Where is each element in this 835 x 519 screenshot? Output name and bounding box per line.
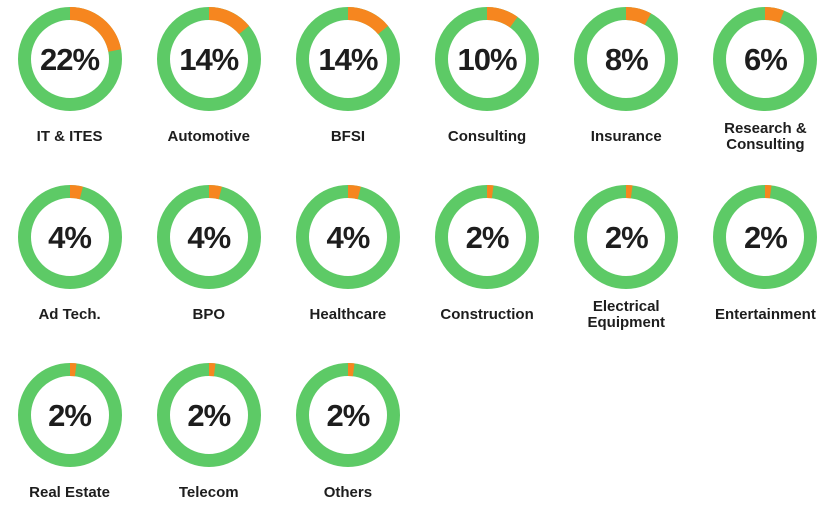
donut-svg xyxy=(295,185,400,289)
donut-cell: 14% Automotive xyxy=(139,0,278,178)
donut-cell: 2% Real Estate xyxy=(0,356,139,519)
donut-value: 22% xyxy=(40,41,100,77)
donut-value: 4% xyxy=(48,219,92,255)
donut-svg xyxy=(156,363,261,467)
donut-cell: 14% BFSI xyxy=(278,0,417,178)
donut-value: 2% xyxy=(187,397,231,433)
donut-cell: 4% Ad Tech. xyxy=(0,178,139,356)
donut-cell: 8% Insurance xyxy=(557,0,696,178)
donut-label: BPO xyxy=(192,305,225,323)
donut-chart: 10% xyxy=(435,7,540,111)
donut-row: 22% IT & ITES 14% Automotive 14% BFSI 10% Consu… xyxy=(0,0,835,178)
donut-cell: 2% Electrical Equipment xyxy=(557,178,696,356)
donut-segment-orange xyxy=(347,185,361,200)
donut-label: IT & ITES xyxy=(36,127,103,145)
donut-segment-orange xyxy=(69,7,121,53)
donut-chart: 2% xyxy=(574,185,679,289)
donut-value: 2% xyxy=(744,219,788,255)
donut-segment-orange xyxy=(347,7,388,35)
donut-cell: 22% IT & ITES xyxy=(0,0,139,178)
donut-svg xyxy=(17,363,122,467)
donut-chart: 4% xyxy=(295,185,400,289)
donut-segment-orange xyxy=(208,185,222,200)
donut-cell: 2% Entertainment xyxy=(696,178,835,356)
donut-chart: 4% xyxy=(156,185,261,289)
donut-chart: 14% xyxy=(295,7,400,111)
donut-svg xyxy=(17,185,122,289)
donut-svg xyxy=(574,7,679,111)
donut-label: Research & Consulting xyxy=(724,119,807,153)
donut-cell: 4% BPO xyxy=(139,178,278,356)
donut-value: 4% xyxy=(326,219,371,255)
donut-row: 2% Real Estate 2% Telecom 2% Others xyxy=(0,356,835,519)
donut-svg xyxy=(17,7,122,111)
donut-svg xyxy=(713,185,818,289)
donut-label: Entertainment xyxy=(714,305,816,323)
donut-svg xyxy=(295,363,400,467)
donut-value: 8% xyxy=(604,41,649,77)
donut-value: 14% xyxy=(179,41,239,77)
donut-chart: 2% xyxy=(435,185,540,289)
donut-value: 2% xyxy=(326,397,371,433)
donut-value: 6% xyxy=(744,41,788,77)
donut-chart: 2% xyxy=(295,363,400,467)
donut-chart: 4% xyxy=(17,185,122,289)
donut-segment-orange xyxy=(69,185,83,200)
donut-cell: 2% Others xyxy=(278,356,417,519)
donut-label: Ad Tech. xyxy=(38,305,101,323)
donut-value: 10% xyxy=(457,41,518,77)
donut-svg xyxy=(574,185,679,289)
donut-value: 2% xyxy=(465,219,510,255)
donut-label: BFSI xyxy=(330,127,365,145)
donut-segment-orange xyxy=(486,7,518,28)
donut-svg xyxy=(713,7,818,111)
donut-cell: 10% Consulting xyxy=(418,0,557,178)
donut-cell: 2% Construction xyxy=(418,178,557,356)
donut-segment-orange xyxy=(208,7,249,35)
donut-value: 4% xyxy=(187,219,231,255)
donut-value: 2% xyxy=(604,219,649,255)
donut-chart: 2% xyxy=(156,363,261,467)
donut-row: 4% Ad Tech. 4% BPO 4% Healthcare 2% Constructio… xyxy=(0,178,835,356)
donut-chart: 2% xyxy=(17,363,122,467)
donut-value: 2% xyxy=(48,397,92,433)
donut-chart: 6% xyxy=(713,7,818,111)
donut-chart: 2% xyxy=(713,185,818,289)
donut-cell: 6% Research & Consulting xyxy=(696,0,835,178)
donut-cell: 2% Telecom xyxy=(139,356,278,519)
donut-label: Real Estate xyxy=(29,483,111,501)
donut-value: 14% xyxy=(318,41,378,77)
donut-chart: 22% xyxy=(17,7,122,111)
donut-label: Others xyxy=(323,483,373,501)
donut-label: Automotive xyxy=(167,127,250,145)
donut-chart: 8% xyxy=(574,7,679,111)
donut-cell: 4% Healthcare xyxy=(278,178,417,356)
donut-svg xyxy=(295,7,400,111)
donut-svg xyxy=(435,185,540,289)
donut-label: Telecom xyxy=(178,483,239,501)
donut-chart: 14% xyxy=(156,7,261,111)
donut-segment-orange xyxy=(625,7,652,25)
donut-svg xyxy=(435,7,540,111)
donut-label: Healthcare xyxy=(309,305,387,323)
donut-svg xyxy=(156,185,261,289)
donut-label: Construction xyxy=(440,305,534,323)
donut-label: Electrical Equipment xyxy=(587,297,665,331)
donut-label: Insurance xyxy=(590,127,662,145)
donut-segment-orange xyxy=(765,7,785,23)
donut-svg xyxy=(156,7,261,111)
donut-label: Consulting xyxy=(447,127,527,145)
